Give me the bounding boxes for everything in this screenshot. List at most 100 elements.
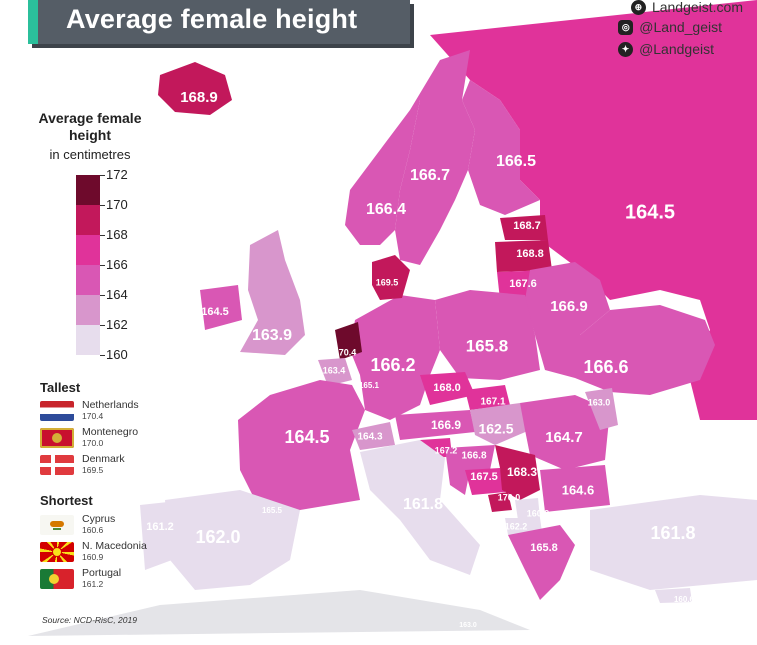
map-label-montenegro: 170.0: [498, 492, 521, 502]
scale-tick-mark: [100, 295, 105, 296]
map-label-north-macedonia: 162.2: [505, 521, 528, 531]
region-estonia: [500, 215, 548, 240]
map-label-france: 164.5: [284, 427, 329, 447]
map-label-andorra: 165.5: [262, 506, 283, 515]
map-label-malta: 163.0: [459, 622, 477, 629]
region-greece: [508, 525, 575, 600]
map-label-norway: 166.4: [366, 201, 406, 218]
page-title: Average female height: [66, 4, 358, 34]
map-label-romania: 164.7: [545, 429, 583, 446]
map-label-denmark: 169.5: [376, 277, 399, 287]
map-label-estonia: 168.7: [513, 220, 541, 232]
region-finland: [462, 80, 540, 215]
map-label-lithuania: 167.6: [509, 278, 537, 290]
scale-swatch: [76, 175, 100, 205]
map-label-russia: 164.5: [625, 201, 675, 223]
region-russia: [430, 0, 757, 420]
region-slovakia: [465, 385, 510, 410]
entry-country: Portugal: [82, 567, 122, 579]
scale-tick-mark: [100, 325, 105, 326]
map-label-netherlands: 170.4: [334, 347, 357, 357]
entry-value: 161.2: [82, 579, 104, 589]
map-label-greece: 165.8: [530, 542, 558, 554]
region-norway: [345, 50, 470, 245]
scale-tick-label: 170: [106, 197, 128, 212]
region-uk: [240, 230, 305, 355]
map-label-bulgaria: 164.6: [562, 482, 595, 497]
globe-icon: ⊕: [630, 0, 646, 15]
portugal-flag: [40, 569, 74, 589]
region-kosovo: [515, 498, 540, 520]
legend-title-line1: Average female: [38, 110, 142, 126]
montenegro-flag: [40, 428, 74, 448]
region-spain: [165, 490, 300, 590]
map-label-croatia: 166.8: [461, 451, 486, 462]
map-label-hungary: 162.5: [478, 421, 513, 437]
region-sweden: [395, 100, 475, 265]
scale-tick-mark: [100, 265, 105, 266]
tallest-heading: Tallest: [40, 380, 81, 395]
north-macedonia-flag: [40, 542, 74, 562]
map-label-kosovo: 160.9: [527, 508, 550, 518]
region-serbia: [495, 445, 540, 500]
region-poland: [435, 290, 540, 380]
brand-website[interactable]: ⊕ Landgeist.com: [630, 0, 743, 15]
scale-tick-mark: [100, 235, 105, 236]
brand-instagram[interactable]: ◎ @Land_geist: [618, 19, 722, 35]
map-label-sweden: 166.7: [410, 167, 450, 184]
scale-swatch: [76, 205, 100, 235]
region-switzerland: [352, 422, 395, 450]
region-germany: [350, 295, 440, 420]
entry-value: 170.4: [82, 411, 104, 421]
brand-instagram-text: @Land_geist: [639, 19, 722, 35]
entry-value: 169.5: [82, 465, 104, 475]
map-label-belgium: 163.4: [323, 365, 346, 375]
region-cyprus: [655, 588, 692, 603]
brand-website-text: Landgeist.com: [651, 0, 743, 15]
map-label-bosnia: 167.5: [470, 471, 498, 483]
region-iceland: [158, 62, 232, 115]
region-ireland: [200, 285, 242, 330]
shortest-heading: Shortest: [40, 493, 93, 508]
title-accent-bar: [28, 0, 38, 44]
scale-tick-mark: [100, 175, 105, 176]
entry-value: 160.9: [82, 552, 104, 562]
twitter-icon: ✦: [618, 41, 634, 57]
source-note: Source: NCD-RisC, 2019: [42, 615, 137, 625]
entry-country: Denmark: [82, 453, 125, 465]
netherlands-flag: [40, 401, 74, 421]
map-label-serbia: 168.3: [507, 465, 537, 479]
scale-swatch: [76, 265, 100, 295]
legend-title: Average female height: [30, 110, 150, 144]
brand-twitter[interactable]: ✦ @Landgeist: [618, 41, 714, 57]
region-denmark: [372, 255, 410, 300]
region-portugal: [140, 502, 172, 570]
map-label-slovakia: 167.1: [480, 397, 505, 408]
map-label-luxembourg: 165.1: [359, 381, 380, 390]
map-label-moldova: 163.0: [588, 397, 611, 407]
region-turkey: [590, 495, 757, 590]
entry-country: N. Macedonia: [82, 540, 147, 552]
map-label-poland: 165.8: [466, 336, 509, 355]
map-label-cyprus: 160.6: [674, 595, 695, 604]
scale-tick-label: 166: [106, 257, 128, 272]
map-label-belarus: 166.9: [550, 298, 588, 315]
entry-country: Cyprus: [82, 513, 116, 525]
entry-value: 160.6: [82, 525, 104, 535]
region-moldova: [585, 388, 618, 430]
entry-value: 170.0: [82, 438, 104, 448]
map-label-austria: 166.9: [431, 418, 461, 432]
map-label-turkey: 161.8: [650, 523, 695, 543]
region-bosnia: [465, 468, 505, 495]
region-belarus: [525, 262, 610, 335]
region-czechia: [420, 372, 475, 405]
map-label-ireland: 164.5: [201, 306, 229, 318]
scale-tick-mark: [100, 205, 105, 206]
map-label-germany: 166.2: [370, 355, 415, 375]
entry-country: Netherlands: [82, 399, 139, 411]
map-label-iceland: 168.9: [180, 89, 218, 106]
scale-swatch: [76, 325, 100, 355]
